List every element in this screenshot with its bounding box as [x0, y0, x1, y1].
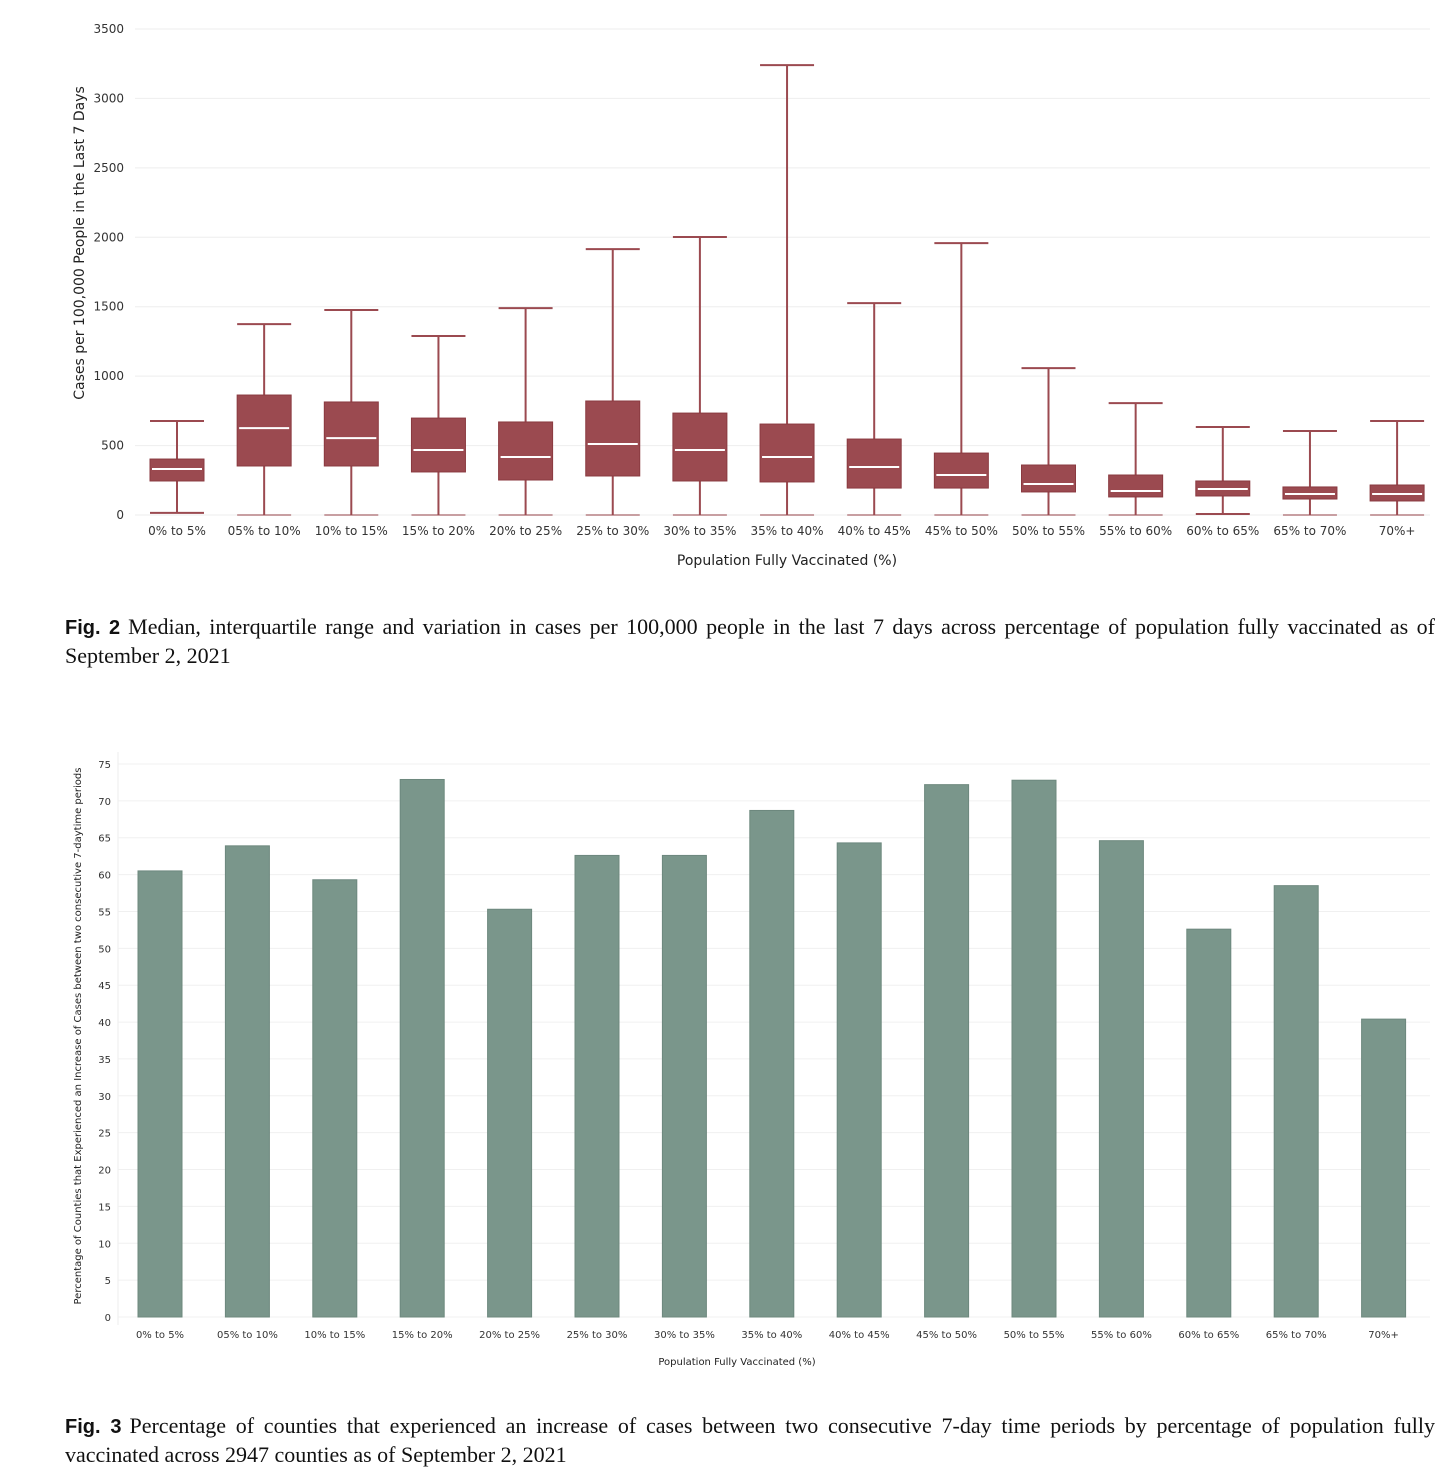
iqr-box: [323, 401, 379, 467]
x-tick-label: 45% to 50%: [916, 1330, 977, 1341]
y-tick-label: 65: [98, 834, 111, 845]
x-tick-label: 50% to 55%: [1012, 524, 1085, 538]
y-tick-label: 5: [105, 1276, 111, 1287]
x-tick-label: 25% to 30%: [576, 524, 649, 538]
iqr-box: [236, 394, 292, 467]
figure-2-label: Fig. 2: [65, 617, 121, 639]
x-tick-label: 0% to 5%: [136, 1330, 184, 1341]
bar: [574, 854, 620, 1318]
x-tick-label: 20% to 25%: [489, 524, 562, 538]
iqr-box: [933, 452, 989, 489]
iqr-box: [672, 412, 728, 482]
iqr-box: [1282, 486, 1338, 500]
bar: [312, 879, 358, 1318]
y-tick-label: 3000: [93, 91, 124, 105]
iqr-box: [585, 400, 641, 477]
bar: [924, 784, 970, 1318]
y-tick-label: 1000: [93, 369, 124, 383]
iqr-box: [1369, 484, 1425, 502]
x-tick-label: 05% to 10%: [217, 1330, 278, 1341]
x-tick-label: 15% to 20%: [402, 524, 475, 538]
iqr-box: [410, 417, 466, 473]
y-tick-label: 60: [98, 871, 111, 882]
y-tick-label: 10: [98, 1239, 111, 1250]
x-tick-label: 40% to 45%: [829, 1330, 890, 1341]
x-tick-label: 30% to 35%: [654, 1330, 715, 1341]
x-tick-label: 35% to 40%: [741, 1330, 802, 1341]
y-tick-label: 35: [98, 1055, 111, 1066]
x-tick-label: 70%+: [1379, 524, 1416, 538]
bar-chart: 0 5 10 15 20 25 30 35 40 45 50 55 60 65 70 75 0% to 5% 05…: [73, 752, 1430, 1368]
y-tick-label: 30: [98, 1092, 111, 1103]
bar: [1361, 1018, 1407, 1318]
figure-3-caption: Fig. 3 Percentage of counties that experi…: [65, 1412, 1435, 1469]
bar: [749, 809, 795, 1318]
iqr-box: [1108, 474, 1164, 498]
y-tick-label: 15: [98, 1202, 111, 1213]
iqr-box: [498, 421, 554, 481]
x-axis-label: Population Fully Vaccinated (%): [658, 1357, 815, 1368]
x-tick-label: 40% to 45%: [838, 524, 911, 538]
y-tick-label: 0: [105, 1313, 111, 1324]
y-tick-label: 45: [98, 981, 111, 992]
x-tick-label: 55% to 60%: [1099, 524, 1172, 538]
iqr-box: [759, 423, 815, 483]
x-tick-label: 15% to 20%: [392, 1330, 453, 1341]
bar: [1098, 840, 1144, 1318]
y-tick-label: 3500: [93, 22, 124, 36]
y-tick-label: 75: [98, 760, 111, 771]
y-tick-label: 50: [98, 944, 111, 955]
y-tick-label: 55: [98, 907, 111, 918]
y-tick-label: 2000: [93, 230, 124, 244]
bar: [1186, 928, 1232, 1318]
x-tick-label: 65% to 70%: [1273, 524, 1346, 538]
iqr-box: [1021, 464, 1076, 493]
x-tick-label: 65% to 70%: [1266, 1330, 1327, 1341]
bar: [137, 870, 183, 1318]
x-tick-label: 05% to 10%: [228, 524, 301, 538]
x-tick-label: 50% to 55%: [1004, 1330, 1065, 1341]
figure-2-text: Median, interquartile range and variatio…: [65, 614, 1435, 668]
y-tick-label: 0: [116, 508, 124, 522]
bar: [836, 842, 882, 1318]
boxplot-chart: 0 500 1000 1500 2000 2500 3000 3500 0% to 5% 05% …: [72, 22, 1430, 569]
y-tick-label: 20: [98, 1166, 111, 1177]
y-axis-label: Cases per 100,000 People in the Last 7 D…: [72, 86, 88, 400]
y-tick-label: 2500: [93, 161, 124, 175]
x-tick-label: 25% to 30%: [567, 1330, 628, 1341]
bar: [399, 778, 445, 1318]
x-tick-label: 60% to 65%: [1178, 1330, 1239, 1341]
figure-3-label: Fig. 3: [65, 1416, 122, 1438]
x-tick-label: 60% to 65%: [1186, 524, 1259, 538]
iqr-box: [846, 438, 902, 489]
x-tick-label: 10% to 15%: [304, 1330, 365, 1341]
y-tick-label: 70: [98, 797, 111, 808]
y-tick-label: 1500: [93, 300, 124, 314]
y-tick-label: 25: [98, 1129, 111, 1140]
bar: [1273, 885, 1319, 1318]
x-tick-label: 70%+: [1368, 1330, 1399, 1341]
y-tick-label: 40: [98, 1018, 111, 1029]
y-tick-label: 500: [101, 439, 124, 453]
x-tick-label: 30% to 35%: [663, 524, 736, 538]
x-tick-label: 35% to 40%: [751, 524, 824, 538]
x-tick-label: 55% to 60%: [1091, 1330, 1152, 1341]
x-tick-label: 0% to 5%: [148, 524, 206, 538]
figure-3-text: Percentage of counties that experienced …: [65, 1413, 1435, 1467]
bar: [1011, 779, 1057, 1318]
x-tick-label: 45% to 50%: [925, 524, 998, 538]
y-axis-label: Percentage of Counties that Experienced …: [73, 768, 84, 1305]
x-tick-label: 20% to 25%: [479, 1330, 540, 1341]
x-tick-label: 10% to 15%: [315, 524, 388, 538]
x-axis-label: Population Fully Vaccinated (%): [677, 553, 897, 569]
bar: [224, 845, 270, 1318]
bar: [487, 908, 533, 1318]
figure-2-caption: Fig. 2 Median, interquartile range and va…: [65, 613, 1435, 670]
bar: [661, 854, 707, 1318]
